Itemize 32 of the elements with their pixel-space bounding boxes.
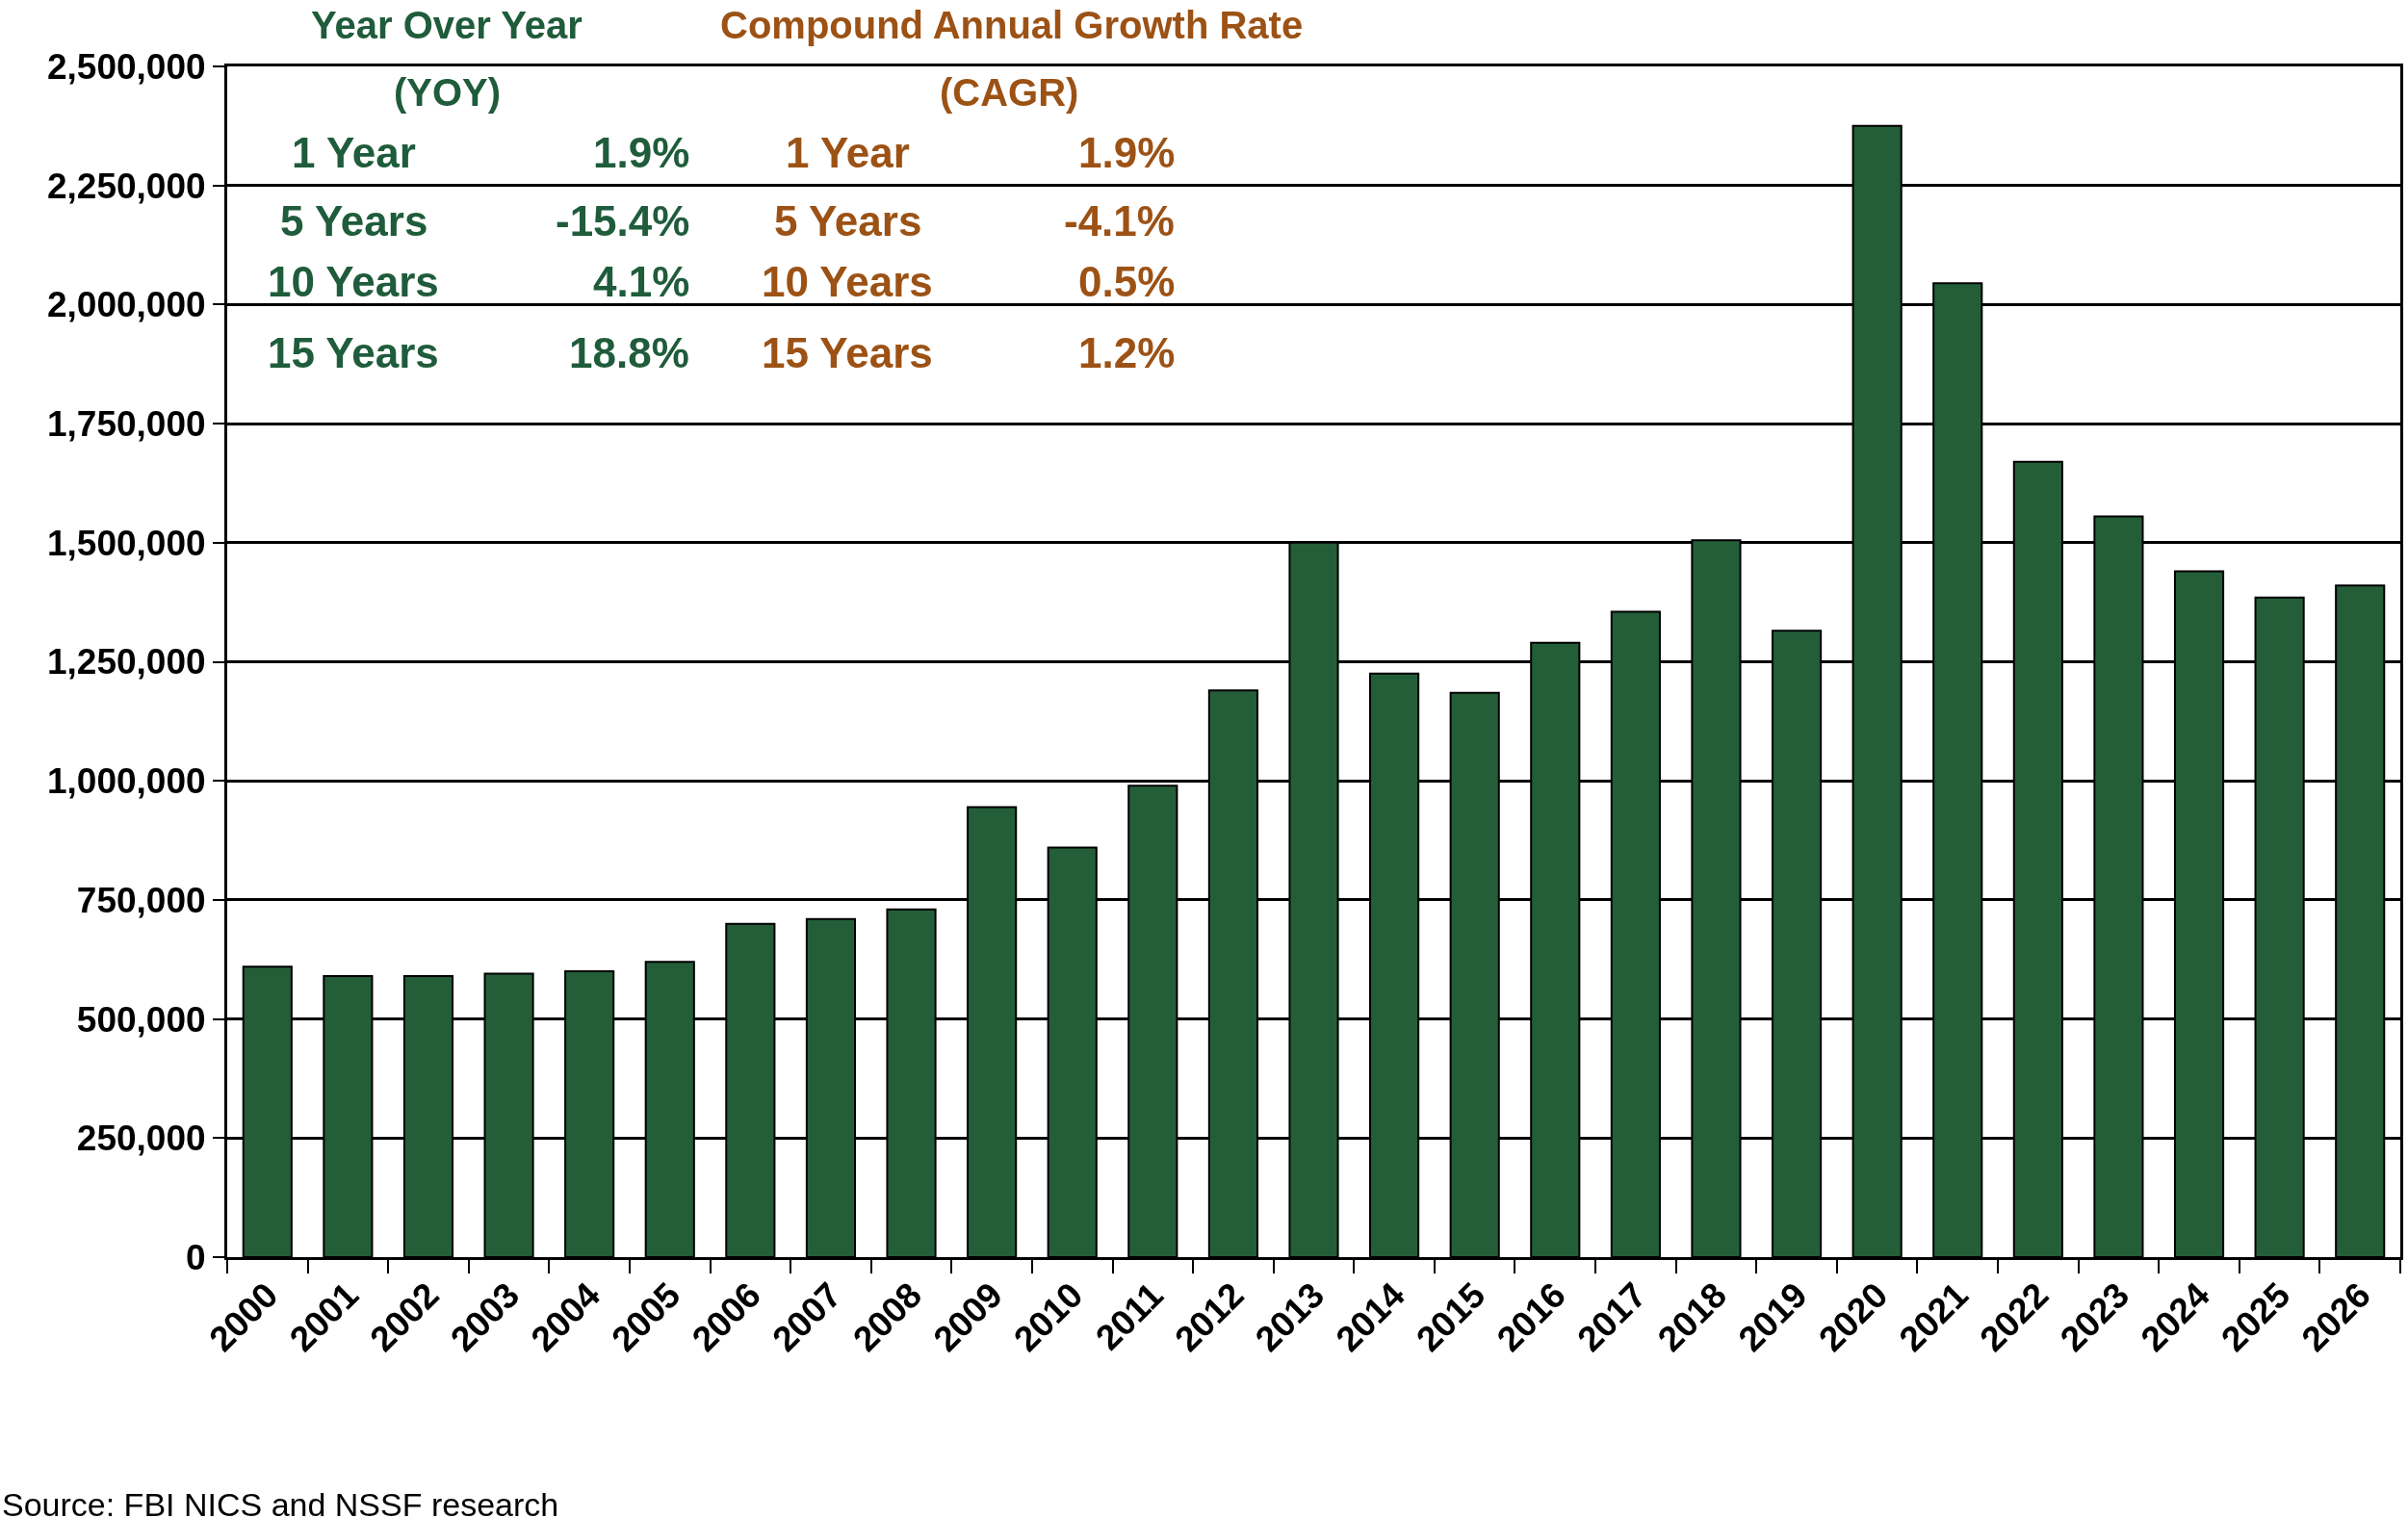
- annotation: 1 Year: [292, 129, 416, 176]
- y-tick-label: 1,250,000: [46, 642, 206, 682]
- annotation: 1.9%: [593, 129, 690, 176]
- annotation: 1.9%: [1078, 129, 1176, 176]
- annotation: 0.5%: [1078, 258, 1176, 305]
- annotation: -15.4%: [556, 197, 690, 244]
- annotation: 5 Years: [774, 197, 922, 244]
- y-tick-label: 1,500,000: [46, 523, 206, 563]
- annotation: 10 Years: [762, 258, 933, 305]
- annotation: (YOY): [394, 71, 502, 114]
- y-tick-label: 0: [186, 1237, 206, 1277]
- annotation: (CAGR): [940, 71, 1079, 114]
- y-tick-label: 1,750,000: [46, 404, 206, 445]
- y-tick-label: 750,000: [76, 880, 206, 920]
- annotation: 18.8%: [569, 329, 689, 376]
- annotation: 4.1%: [593, 258, 690, 305]
- y-tick-label: 500,000: [76, 999, 206, 1040]
- source-note: Source: FBI NICS and NSSF research: [2, 1486, 559, 1518]
- y-tick-label: 2,250,000: [46, 166, 206, 206]
- annotation: 15 Years: [268, 329, 439, 376]
- text: Year Over Year: [311, 4, 583, 46]
- annotation: 10 Years: [268, 258, 439, 305]
- y-tick-label: 2,500,000: [46, 46, 206, 87]
- annotation: 15 Years: [762, 329, 933, 376]
- y-tick-label: 1,000,000: [46, 761, 206, 802]
- text: Compound Annual Growth Rate: [720, 4, 1304, 46]
- y-tick-label: 2,000,000: [46, 285, 206, 325]
- annotation: 1 Year: [786, 129, 910, 176]
- y-tick-label: 250,000: [76, 1119, 206, 1159]
- annotation: 1.2%: [1078, 329, 1176, 376]
- annotation: -4.1%: [1064, 197, 1175, 244]
- annotation: 5 Years: [280, 197, 428, 244]
